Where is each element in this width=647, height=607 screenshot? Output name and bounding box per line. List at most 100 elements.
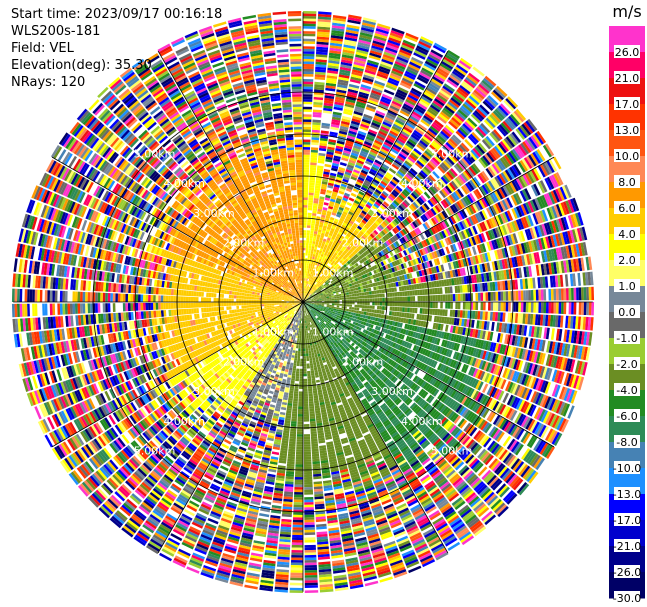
range-gate <box>314 228 318 232</box>
range-gate <box>390 29 404 37</box>
range-gate <box>303 38 316 42</box>
range-gate <box>344 192 350 197</box>
range-gate <box>548 302 552 314</box>
range-gate <box>415 302 418 308</box>
range-gate <box>389 256 394 262</box>
range-gate <box>507 182 515 194</box>
range-gate <box>369 308 372 313</box>
range-gate <box>332 274 336 278</box>
range-gate <box>348 229 354 234</box>
range-gate <box>306 291 308 294</box>
range-gate <box>480 302 484 311</box>
range-gate <box>461 185 469 195</box>
range-gate <box>412 131 422 140</box>
range-gate <box>406 96 418 104</box>
range-gate <box>382 265 387 271</box>
range-gate <box>394 226 400 233</box>
range-gate <box>304 290 306 294</box>
range-gate <box>403 235 409 242</box>
range-gate <box>343 243 348 248</box>
range-gate <box>432 295 436 302</box>
range-gate <box>305 288 308 292</box>
range-gate <box>375 174 383 180</box>
range-gate <box>464 195 472 205</box>
range-gate <box>323 283 327 287</box>
range-gate <box>331 286 334 290</box>
range-gate <box>440 87 453 97</box>
range-gate <box>308 200 314 203</box>
range-gate <box>341 56 354 62</box>
range-gate <box>543 302 547 314</box>
range-gate <box>371 205 378 211</box>
range-gate <box>530 135 540 148</box>
range-gate <box>432 288 436 295</box>
range-gate <box>351 224 357 230</box>
range-gate <box>306 294 309 298</box>
range-gate <box>375 268 380 274</box>
range-gate <box>377 132 387 139</box>
range-gate <box>410 203 417 211</box>
range-gate <box>505 291 509 301</box>
range-gate <box>303 18 317 22</box>
range-gate <box>329 172 337 177</box>
range-gate <box>416 243 422 250</box>
range-gate <box>437 294 441 302</box>
range-gate <box>438 132 448 141</box>
range-gate <box>456 175 465 185</box>
range-gate <box>332 22 346 27</box>
range-gate <box>319 300 322 302</box>
range-gate <box>519 125 530 137</box>
range-gate <box>468 216 475 226</box>
range-gate <box>344 144 353 150</box>
range-gate <box>307 260 310 264</box>
range-gate <box>371 309 375 313</box>
range-gate <box>371 146 380 153</box>
range-gate <box>360 84 372 90</box>
range-gate <box>401 228 408 235</box>
range-gate <box>469 226 476 236</box>
range-gate <box>378 257 383 263</box>
range-gate <box>317 231 322 235</box>
range-gate <box>533 302 537 313</box>
range-gate <box>386 233 392 239</box>
range-gate <box>419 183 427 191</box>
range-gate <box>346 164 355 169</box>
range-gate <box>330 272 334 276</box>
range-gate <box>448 182 457 191</box>
range-gate <box>555 302 559 314</box>
range-gate <box>328 274 332 278</box>
range-gate <box>356 307 360 311</box>
range-gate <box>306 225 311 229</box>
range-gate <box>341 224 346 229</box>
range-gate <box>403 103 414 111</box>
range-gate <box>496 175 505 186</box>
range-gate <box>354 142 363 148</box>
range-gate <box>379 182 386 189</box>
range-gate <box>308 296 311 299</box>
range-gate <box>430 302 433 308</box>
range-gate <box>354 262 359 267</box>
range-gate <box>460 57 473 68</box>
radar-gates <box>11 10 595 594</box>
range-gate <box>311 289 314 292</box>
range-gate <box>405 158 414 166</box>
range-gate <box>303 152 310 155</box>
range-gate <box>313 284 316 287</box>
range-gate <box>331 167 338 172</box>
range-gate <box>573 302 577 315</box>
range-gate <box>307 286 310 290</box>
range-gate <box>352 244 358 250</box>
range-gate <box>405 248 410 255</box>
range-gate <box>339 229 344 234</box>
range-gate <box>310 296 314 299</box>
range-gate <box>405 142 414 150</box>
range-gate <box>452 179 461 188</box>
range-gate <box>330 275 334 279</box>
range-gate <box>319 283 323 286</box>
range-gate <box>331 256 335 261</box>
range-gate <box>328 277 332 281</box>
range-gate <box>482 155 491 166</box>
range-gate <box>416 218 422 226</box>
field-label: Field: VEL <box>11 41 74 56</box>
range-gate <box>474 213 481 223</box>
